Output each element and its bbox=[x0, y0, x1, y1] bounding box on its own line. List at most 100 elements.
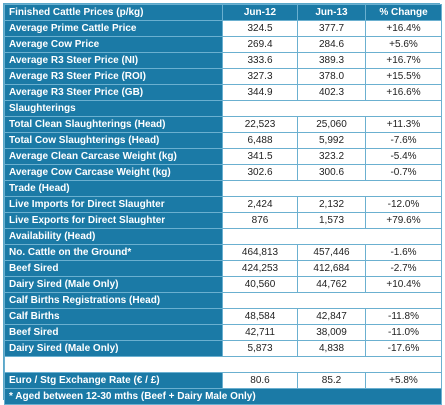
table-row: Calf Births Registrations (Head) bbox=[4, 292, 442, 309]
section-label: Calf Births Registrations (Head) bbox=[4, 292, 223, 309]
column-header: Jun-12 bbox=[222, 4, 298, 21]
section-label: Availability (Head) bbox=[4, 228, 223, 245]
table-row bbox=[4, 356, 442, 373]
value-cell: 2,132 bbox=[297, 196, 366, 213]
value-cell: 424,253 bbox=[222, 260, 298, 277]
value-cell: 876 bbox=[222, 212, 298, 229]
table-row: Trade (Head) bbox=[4, 180, 442, 197]
row-label: Average R3 Steer Price (GB) bbox=[4, 84, 223, 101]
value-cell: +5.6% bbox=[365, 36, 442, 53]
value-cell: -11.8% bbox=[365, 308, 442, 325]
row-label: Beef Sired bbox=[4, 260, 223, 277]
column-header: % Change bbox=[365, 4, 442, 21]
value-cell: +5.8% bbox=[365, 372, 442, 389]
footnote-row: * Aged between 12-30 mths (Beef + Dairy … bbox=[4, 388, 442, 405]
section-title: Finished Cattle Prices (p/kg) bbox=[4, 4, 223, 21]
empty-cell bbox=[222, 180, 442, 197]
table-row: Average Clean Carcase Weight (kg) 341.5 32… bbox=[4, 148, 442, 165]
value-cell: 327.3 bbox=[222, 68, 298, 85]
value-cell: 38,009 bbox=[297, 324, 366, 341]
value-cell: 5,873 bbox=[222, 340, 298, 357]
value-cell: 377.7 bbox=[297, 20, 366, 37]
value-cell: -11.0% bbox=[365, 324, 442, 341]
value-cell: -1.6% bbox=[365, 244, 442, 261]
value-cell: +16.4% bbox=[365, 20, 442, 37]
value-cell: +79.6% bbox=[365, 212, 442, 229]
value-cell: -5.4% bbox=[365, 148, 442, 165]
row-label: Euro / Stg Exchange Rate (€ / £) bbox=[4, 372, 223, 389]
footnote: * Aged between 12-30 mths (Beef + Dairy … bbox=[4, 388, 442, 405]
table-row: Dairy Sired (Male Only) 5,873 4,838 -17.6% bbox=[4, 340, 442, 357]
table-row: Average R3 Steer Price (ROI) 327.3 378.0 +1… bbox=[4, 68, 442, 85]
section-label: Trade (Head) bbox=[4, 180, 223, 197]
value-cell: -0.7% bbox=[365, 164, 442, 181]
value-cell: -17.6% bbox=[365, 340, 442, 357]
value-cell: 5,992 bbox=[297, 132, 366, 149]
value-cell: 22,523 bbox=[222, 116, 298, 133]
value-cell: -7.6% bbox=[365, 132, 442, 149]
row-label: Total Clean Slaughterings (Head) bbox=[4, 116, 223, 133]
value-cell: 378.0 bbox=[297, 68, 366, 85]
table-container: Finished Cattle Prices (p/kg) Jun-12 Jun-1… bbox=[3, 3, 442, 405]
table-row: Average R3 Steer Price (NI) 333.6 389.3 +16… bbox=[4, 52, 442, 69]
table-row: Calf Births 48,584 42,847 -11.8% bbox=[4, 308, 442, 325]
table-row: Total Cow Slaughterings (Head) 6,488 5,992… bbox=[4, 132, 442, 149]
table-row: Total Clean Slaughterings (Head) 22,523 25… bbox=[4, 116, 442, 133]
value-cell: 1,573 bbox=[297, 212, 366, 229]
table-row: Slaughterings bbox=[4, 100, 442, 117]
header-row: Finished Cattle Prices (p/kg) Jun-12 Jun-1… bbox=[4, 4, 442, 21]
value-cell: 42,711 bbox=[222, 324, 298, 341]
table-row: Average Cow Carcase Weight (kg) 302.6 300.… bbox=[4, 164, 442, 181]
value-cell: 389.3 bbox=[297, 52, 366, 69]
value-cell: 300.6 bbox=[297, 164, 366, 181]
empty-cell bbox=[222, 100, 442, 117]
empty-cell bbox=[222, 228, 442, 245]
value-cell: 412,684 bbox=[297, 260, 366, 277]
value-cell: 284.6 bbox=[297, 36, 366, 53]
row-label: Average Cow Carcase Weight (kg) bbox=[4, 164, 223, 181]
value-cell: 323.2 bbox=[297, 148, 366, 165]
value-cell: 333.6 bbox=[222, 52, 298, 69]
table-row: No. Cattle on the Ground* 464,813 457,446-… bbox=[4, 244, 442, 261]
row-label: Live Exports for Direct Slaughter bbox=[4, 212, 223, 229]
value-cell: 42,847 bbox=[297, 308, 366, 325]
table-row: Live Exports for Direct Slaughter 876 1,57… bbox=[4, 212, 442, 229]
row-label: Dairy Sired (Male Only) bbox=[4, 340, 223, 357]
row-label: Total Cow Slaughterings (Head) bbox=[4, 132, 223, 149]
value-cell: +16.6% bbox=[365, 84, 442, 101]
value-cell: 40,560 bbox=[222, 276, 298, 293]
value-cell: -2.7% bbox=[365, 260, 442, 277]
value-cell: 85.2 bbox=[297, 372, 366, 389]
table-row: Beef Sired 42,711 38,009 -11.0% bbox=[4, 324, 442, 341]
value-cell: 44,762 bbox=[297, 276, 366, 293]
row-label: Live Imports for Direct Slaughter bbox=[4, 196, 223, 213]
row-label: Average Clean Carcase Weight (kg) bbox=[4, 148, 223, 165]
row-label: Average Prime Cattle Price bbox=[4, 20, 223, 37]
value-cell: 2,424 bbox=[222, 196, 298, 213]
empty-cell bbox=[4, 356, 442, 373]
value-cell: 269.4 bbox=[222, 36, 298, 53]
value-cell: +11.3% bbox=[365, 116, 442, 133]
value-cell: -12.0% bbox=[365, 196, 442, 213]
row-label: Dairy Sired (Male Only) bbox=[4, 276, 223, 293]
row-label: Calf Births bbox=[4, 308, 223, 325]
row-label: Average R3 Steer Price (NI) bbox=[4, 52, 223, 69]
column-header: Jun-13 bbox=[297, 4, 366, 21]
value-cell: 302.6 bbox=[222, 164, 298, 181]
value-cell: 324.5 bbox=[222, 20, 298, 37]
value-cell: 344.9 bbox=[222, 84, 298, 101]
value-cell: 4,838 bbox=[297, 340, 366, 357]
value-cell: 457,446 bbox=[297, 244, 366, 261]
empty-cell bbox=[222, 292, 442, 309]
value-cell: +10.4% bbox=[365, 276, 442, 293]
value-cell: 464,813 bbox=[222, 244, 298, 261]
row-label: Average Cow Price bbox=[4, 36, 223, 53]
table-row: Euro / Stg Exchange Rate (€ / £) 80.6 85.2… bbox=[4, 372, 442, 389]
row-label: No. Cattle on the Ground* bbox=[4, 244, 223, 261]
table-row: Live Imports for Direct Slaughter 2,424 2,… bbox=[4, 196, 442, 213]
value-cell: +16.7% bbox=[365, 52, 442, 69]
table-row: Average R3 Steer Price (GB) 344.9 402.3 +16… bbox=[4, 84, 442, 101]
value-cell: +15.5% bbox=[365, 68, 442, 85]
value-cell: 80.6 bbox=[222, 372, 298, 389]
cattle-table: Finished Cattle Prices (p/kg) Jun-12 Jun-1… bbox=[4, 4, 442, 405]
